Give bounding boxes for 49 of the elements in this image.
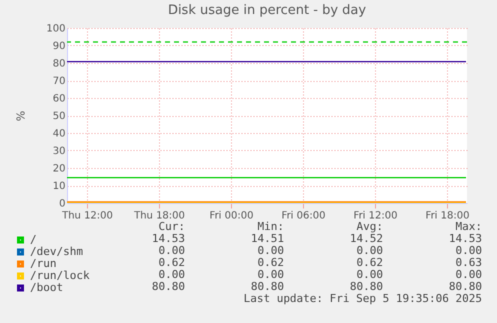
text: Avg: [356,220,383,233]
x-tick-label: Fri 18:00 [426,210,470,222]
y-tick-label: 100 [46,24,66,34]
text: 80.80 [350,280,383,293]
y-tick-label: 0 [59,198,66,210]
y-tick-label: 80 [52,58,66,70]
text: 0.00 [158,268,185,281]
legend-label: /run/lock [30,269,90,282]
text: 14.52 [350,232,383,245]
y-tick-label: 70 [52,76,66,87]
text: Min: [258,220,284,233]
legend-label: /run [30,257,56,270]
y-axis-title: % [14,110,28,122]
text: 14.51 [250,232,284,245]
legend-label: /dev/shm [30,245,84,258]
text: 0.00 [258,268,284,281]
text: 0.00 [456,268,482,281]
text: 0.62 [258,256,284,269]
text: 0.00 [356,268,383,281]
y-tick-label: 20 [52,164,66,174]
text: 14.53 [448,232,482,245]
y-tick-label: 90 [52,41,66,52]
x-tick-label: Thu 18:00 [133,210,185,222]
text: 80.80 [152,280,185,293]
legend-label: / [30,233,37,246]
x-tick-label: Fri 06:00 [282,210,326,222]
x-tick-label: Fri 12:00 [354,210,398,222]
x-tick-label: Thu 12:00 [61,210,113,222]
text: 0.00 [456,244,482,257]
text: 0.63 [456,256,482,269]
text: 80.80 [448,280,482,293]
text: 80.80 [250,280,284,293]
y-tick-label: 30 [52,146,66,157]
text: 0.62 [356,256,383,269]
legend-label: /boot [30,281,64,294]
text: 0.62 [158,256,185,269]
y-tick-label: 60 [52,94,66,104]
x-tick-label: Fri 00:00 [210,210,254,222]
text: 0.00 [356,244,383,257]
chart-title: Disk usage in percent - by day [168,3,366,18]
text: 0.00 [258,244,284,257]
text: Last update: Fri Sep 5 19:35:06 2025 [244,292,482,305]
text: 0.00 [158,244,185,257]
y-tick-label: 10 [52,181,66,192]
text: Cur: [158,220,185,233]
y-tick-label: 50 [52,111,66,122]
y-tick-label: 40 [52,128,66,140]
text: 14.53 [152,232,185,245]
text: Max: [456,220,482,233]
